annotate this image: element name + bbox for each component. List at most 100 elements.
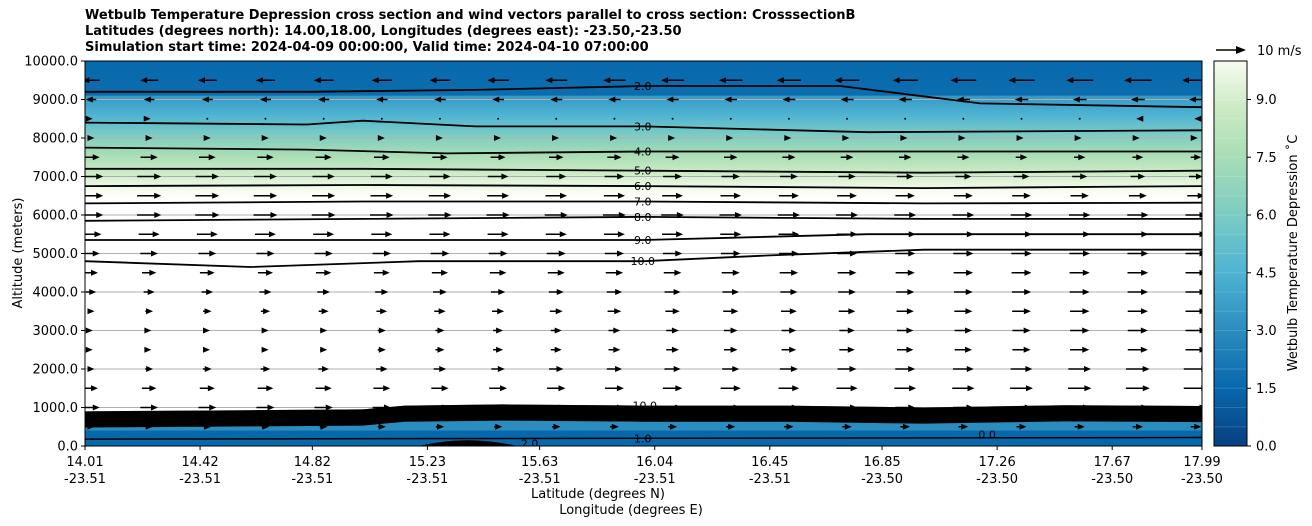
wind-vector bbox=[723, 327, 738, 334]
wind-vector-head bbox=[500, 385, 508, 392]
wind-vector-head bbox=[1132, 135, 1140, 141]
wind-vector bbox=[545, 77, 568, 84]
wind-vector-head bbox=[443, 231, 451, 238]
wind-vector-head bbox=[1138, 173, 1146, 180]
wind-vector-head bbox=[321, 366, 329, 372]
wind-vector bbox=[1069, 250, 1090, 257]
wind-vector-head bbox=[733, 192, 741, 199]
wind-vector bbox=[548, 289, 564, 295]
wind-vector bbox=[261, 327, 269, 334]
x-tick-label-lat: 16.85 bbox=[863, 455, 900, 470]
wind-vector bbox=[489, 269, 507, 276]
wind-vector bbox=[608, 346, 621, 353]
y-tick-label: 3000.0 bbox=[33, 324, 79, 339]
contour-label-9.0: 9.0 bbox=[634, 234, 652, 247]
wind-vector-head bbox=[967, 212, 975, 218]
wind-vector-head bbox=[1024, 250, 1032, 257]
wind-vector-head bbox=[493, 135, 501, 141]
wind-vector-head bbox=[150, 154, 158, 161]
wind-vector-head bbox=[784, 135, 792, 141]
chart-title-line-2: Latitudes (degrees north): 14.00,18.00, … bbox=[85, 24, 682, 39]
wind-vector-head bbox=[1025, 212, 1033, 218]
wind-vector-head bbox=[789, 308, 797, 315]
wind-vector-head bbox=[904, 154, 912, 161]
x-tick-label-lon: -23.50 bbox=[861, 472, 903, 487]
wind-vector-head bbox=[849, 366, 857, 372]
wind-vector-head bbox=[613, 327, 621, 334]
wind-vector-head bbox=[793, 212, 801, 218]
wind-vector-head bbox=[1196, 173, 1202, 180]
quiver-key-arrow-icon bbox=[1236, 46, 1246, 54]
wind-vector bbox=[370, 173, 393, 180]
wind-vector bbox=[1127, 308, 1148, 315]
wind-vector bbox=[486, 212, 510, 218]
wind-vector bbox=[836, 212, 859, 218]
wind-vector bbox=[1185, 212, 1202, 218]
wind-vector-head bbox=[386, 212, 394, 218]
wind-vector-head bbox=[844, 423, 852, 430]
wind-vector bbox=[956, 96, 970, 103]
x-tick-label-lon: -23.51 bbox=[634, 472, 676, 487]
wind-vector bbox=[1189, 96, 1202, 103]
wind-vector bbox=[1132, 423, 1143, 430]
x-tick-label-lat: 16.04 bbox=[636, 455, 673, 470]
wind-vector-head bbox=[1080, 173, 1088, 180]
wind-vector bbox=[138, 231, 160, 238]
wind-vector bbox=[313, 231, 335, 238]
wind-vector-head bbox=[965, 346, 973, 353]
wind-vector bbox=[435, 327, 445, 334]
wind-vector-head bbox=[554, 346, 562, 353]
wind-vector bbox=[1190, 423, 1202, 430]
wind-vector-head bbox=[442, 250, 450, 257]
wind-vector-head bbox=[92, 404, 100, 411]
wind-vector bbox=[1182, 77, 1202, 84]
wind-vector bbox=[1015, 154, 1028, 161]
wind-vector-head bbox=[269, 173, 277, 180]
wind-vector-head bbox=[85, 96, 93, 103]
wind-vector bbox=[370, 212, 394, 218]
wind-vector bbox=[1068, 366, 1092, 372]
wind-vector-head bbox=[320, 327, 328, 334]
wind-vector bbox=[726, 135, 734, 141]
wind-vector bbox=[1012, 346, 1031, 353]
wind-vector-head bbox=[1199, 212, 1202, 218]
wind-vector-head bbox=[1199, 346, 1202, 353]
wind-vector bbox=[662, 250, 683, 257]
wind-vector bbox=[487, 231, 509, 238]
wind-vector-head bbox=[734, 231, 742, 238]
wind-vector bbox=[837, 366, 857, 372]
contour-line-5.0 bbox=[85, 167, 1202, 174]
wind-vector-head bbox=[386, 192, 394, 199]
wind-vector bbox=[203, 308, 212, 315]
wind-vector bbox=[143, 289, 155, 295]
wind-vector bbox=[322, 117, 325, 120]
wind-vector-head bbox=[384, 250, 391, 257]
wind-vector bbox=[784, 423, 794, 430]
wind-vector bbox=[137, 173, 162, 180]
x-tick-label-lat: 17.26 bbox=[979, 455, 1016, 470]
wind-vector-head bbox=[496, 327, 504, 334]
wind-vector bbox=[145, 366, 154, 372]
wind-vector bbox=[140, 77, 159, 84]
x-axis-label-longitude: Longitude (degrees E) bbox=[559, 503, 703, 518]
wind-vector bbox=[1010, 366, 1033, 372]
wind-vector bbox=[255, 77, 276, 84]
wind-vector-head bbox=[198, 77, 206, 84]
wind-vector-head bbox=[149, 385, 157, 392]
wind-vector bbox=[666, 346, 679, 353]
wind-vector bbox=[1189, 173, 1202, 180]
wind-vector bbox=[837, 192, 857, 199]
wind-vector-head bbox=[154, 192, 162, 199]
wind-vector bbox=[724, 96, 737, 103]
wind-vector bbox=[1130, 173, 1146, 180]
wind-vector bbox=[952, 385, 975, 392]
wind-vector bbox=[954, 327, 973, 334]
contour-label-8.0: 8.0 bbox=[634, 211, 652, 224]
wind-vector bbox=[781, 346, 797, 353]
wind-vector bbox=[836, 231, 858, 238]
wind-vector-head bbox=[1025, 366, 1033, 372]
wind-vector-head bbox=[1199, 269, 1202, 276]
wind-vector-head bbox=[444, 192, 452, 199]
wind-vector bbox=[1074, 135, 1082, 141]
wind-vector-head bbox=[550, 96, 558, 103]
